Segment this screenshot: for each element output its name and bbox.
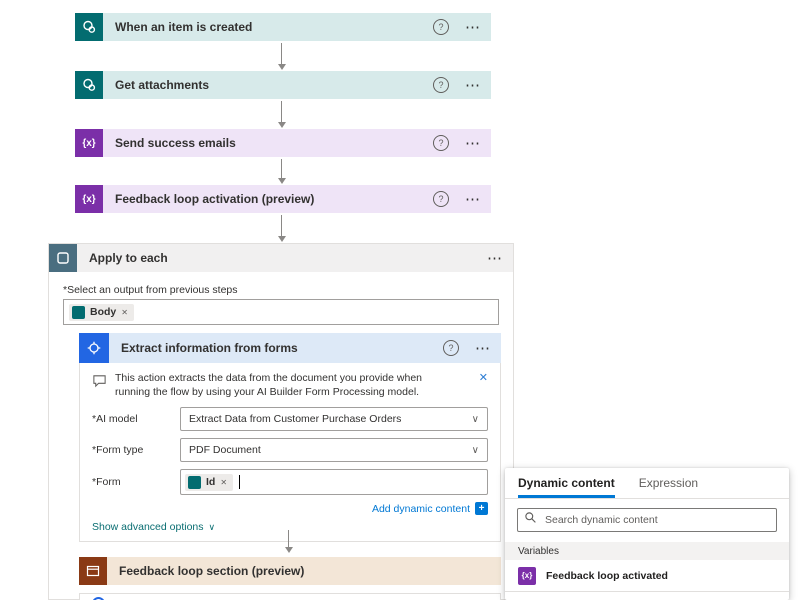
form-type-value: PDF Document: [189, 444, 261, 457]
help-glyph: ?: [438, 22, 444, 32]
dynamic-content-panel: Dynamic content Expression Variables {x}…: [505, 468, 789, 600]
connector-arrow: [284, 530, 293, 553]
connector-arrow: [277, 101, 286, 128]
form-label: *Form: [92, 476, 121, 489]
partial-next-card: [79, 593, 501, 600]
help-glyph: ?: [438, 194, 444, 204]
extract-forms-body: This action extracts the data from the d…: [79, 363, 501, 543]
card-title: Send success emails: [115, 136, 236, 150]
connector-arrow: [277, 159, 286, 184]
add-dynamic-content-link[interactable]: Add dynamic content: [371, 502, 470, 515]
more-menu-icon[interactable]: ⋯: [487, 249, 503, 267]
sharepoint-icon: [75, 13, 103, 41]
panel-tabs: Dynamic content Expression: [505, 468, 789, 499]
help-icon[interactable]: ?: [433, 77, 449, 93]
feedback-section-card[interactable]: Feedback loop section (preview): [79, 557, 501, 585]
ai-model-dropdown[interactable]: Extract Data from Customer Purchase Orde…: [180, 407, 488, 432]
card-title: Get attachments: [115, 78, 210, 92]
token-label: Id: [206, 476, 216, 489]
token-sharepoint-icon: [188, 475, 201, 489]
more-menu-icon[interactable]: ⋯: [465, 76, 481, 94]
dynamic-content-item-label: Feedback loop activated: [546, 569, 668, 582]
ai-model-label: *AI model: [92, 413, 138, 426]
card-title: Extract information from forms: [121, 341, 298, 355]
help-icon[interactable]: ?: [443, 340, 459, 356]
info-message-text: This action extracts the data from the d…: [115, 372, 422, 399]
help-icon[interactable]: ?: [433, 191, 449, 207]
more-menu-icon[interactable]: ⋯: [465, 134, 481, 152]
token-remove-icon[interactable]: ✕: [220, 477, 228, 487]
form-type-row: *Form type PDF Document ∨: [92, 438, 488, 463]
form-input[interactable]: Id ✕: [180, 469, 488, 496]
flow-card-feedback-loop-activation[interactable]: {x} Feedback loop activation (preview) ?…: [75, 185, 491, 213]
help-icon[interactable]: ?: [433, 135, 449, 151]
help-glyph: ?: [438, 138, 444, 148]
ai-model-value: Extract Data from Customer Purchase Orde…: [189, 413, 402, 426]
chevron-down-icon: ∨: [208, 521, 216, 532]
extract-forms-header[interactable]: Extract information from forms ? ⋯: [79, 333, 501, 363]
dynamic-token-id[interactable]: Id ✕: [185, 473, 234, 491]
select-output-label: *Select an output from previous steps: [63, 284, 238, 296]
help-glyph: ?: [438, 80, 444, 90]
card-title: Feedback loop section (preview): [119, 564, 305, 578]
help-glyph: ?: [448, 343, 454, 353]
flow-card-when-item-created[interactable]: When an item is created ? ⋯: [75, 13, 491, 41]
ai-builder-icon: [79, 333, 109, 363]
dynamic-token-body[interactable]: Body ✕: [69, 303, 134, 321]
sharepoint-icon: [75, 71, 103, 99]
show-advanced-row: Show advanced options ∨: [92, 521, 488, 533]
flow-card-get-attachments[interactable]: Get attachments ? ⋯: [75, 71, 491, 99]
apply-to-each-scope: Apply to each ⋯ *Select an output from p…: [48, 243, 514, 600]
tab-dynamic-content[interactable]: Dynamic content: [518, 468, 615, 498]
variables-section-header: Variables: [505, 542, 789, 560]
token-remove-icon[interactable]: ✕: [121, 307, 128, 317]
more-menu-icon[interactable]: ⋯: [475, 339, 491, 357]
card-title: When an item is created: [115, 20, 253, 34]
form-type-dropdown[interactable]: PDF Document ∨: [180, 438, 488, 463]
select-output-input[interactable]: Body ✕: [63, 299, 499, 325]
form-type-label: *Form type: [92, 444, 144, 457]
token-label: Body: [90, 306, 117, 318]
message-bubble-icon: [92, 373, 107, 399]
scope-title: Apply to each: [89, 251, 168, 265]
section-icon: [79, 557, 107, 585]
connector-arrow: [277, 215, 286, 242]
form-row: *Form Id ✕: [92, 469, 488, 496]
search-input[interactable]: [543, 513, 770, 527]
dynamic-content-icon[interactable]: +: [475, 502, 488, 516]
variable-glyph: {x}: [82, 193, 96, 205]
apply-to-each-header[interactable]: Apply to each ⋯: [49, 244, 513, 272]
tab-expression[interactable]: Expression: [638, 476, 699, 490]
variable-icon: {x}: [518, 566, 536, 585]
chevron-down-icon: ∨: [471, 444, 479, 456]
help-icon[interactable]: ?: [433, 19, 449, 35]
variable-icon: {x}: [75, 185, 103, 213]
show-advanced-options-link[interactable]: Show advanced options: [92, 521, 204, 534]
text-caret: [239, 475, 241, 490]
extract-forms-card: Extract information from forms ? ⋯ This …: [79, 333, 501, 543]
flow-card-send-success-emails[interactable]: {x} Send success emails ? ⋯: [75, 129, 491, 157]
add-dynamic-content-row: Add dynamic content +: [92, 502, 488, 516]
dynamic-content-item[interactable]: {x} Feedback loop activated: [505, 560, 789, 592]
info-message: This action extracts the data from the d…: [92, 371, 488, 399]
chevron-down-icon: ∨: [471, 413, 479, 425]
variable-glyph: {x}: [82, 137, 96, 149]
dismiss-info-icon[interactable]: ✕: [478, 372, 488, 384]
more-menu-icon[interactable]: ⋯: [465, 190, 481, 208]
search-icon: [524, 511, 537, 529]
ai-model-row: *AI model Extract Data from Customer Pur…: [92, 407, 488, 432]
more-menu-icon[interactable]: ⋯: [465, 18, 481, 36]
connector-arrow: [277, 43, 286, 70]
card-title: Feedback loop activation (preview): [115, 192, 315, 206]
apply-to-each-icon: [49, 244, 77, 272]
variable-icon: {x}: [75, 129, 103, 157]
token-sharepoint-icon: [72, 305, 85, 319]
dynamic-content-search[interactable]: [517, 508, 777, 532]
